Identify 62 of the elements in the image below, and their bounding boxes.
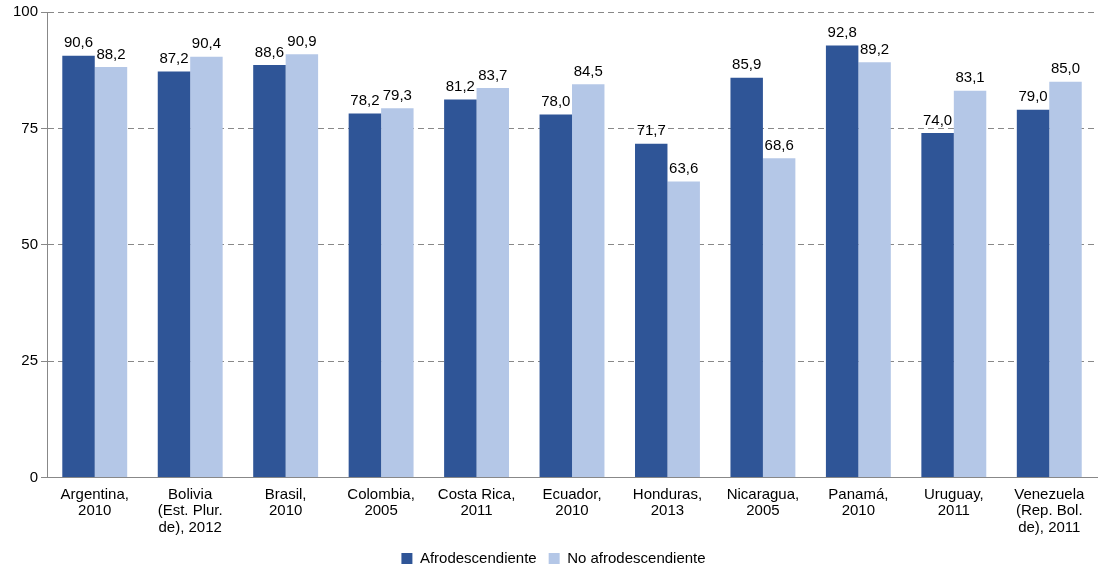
y-tick-label: 75 [21, 118, 39, 136]
bar [190, 56, 223, 477]
x-tick-label: Brasil, 2010 [264, 484, 307, 519]
x-tick-label: Venezuela (Rep. Bol. de), 2011 [1014, 484, 1085, 535]
bar [253, 65, 286, 477]
legend-label: Afrodescendiente [419, 548, 537, 566]
bar [667, 181, 700, 477]
y-tick-label: 25 [21, 351, 39, 369]
x-tick-label: Uruguay, 2011 [923, 484, 984, 519]
data-label: 78,2 [350, 91, 380, 109]
y-tick-label: 0 [29, 467, 39, 485]
data-label: 88,2 [96, 44, 126, 62]
bar [157, 71, 191, 477]
bar [381, 108, 414, 477]
data-label: 68,6 [764, 135, 794, 153]
data-label: 88,6 [254, 42, 285, 60]
data-label: 84,5 [573, 61, 603, 79]
bar [635, 143, 668, 477]
data-label: 92,8 [827, 23, 857, 41]
bar [762, 158, 796, 477]
bar [953, 90, 987, 477]
bar [1016, 109, 1050, 477]
data-label: 90,4 [191, 34, 222, 52]
data-label: 79,3 [382, 86, 412, 103]
y-tick-label: 100 [13, 2, 39, 20]
bar [921, 133, 954, 477]
data-label: 63,6 [669, 159, 699, 177]
data-label: 87,2 [159, 49, 189, 67]
bar [825, 45, 859, 477]
bar [539, 114, 573, 477]
data-label: 85,0 [1050, 59, 1081, 77]
data-label: 71,7 [636, 121, 666, 139]
bar [62, 55, 95, 477]
legend-label: No afrodescendiente [567, 548, 706, 566]
x-tick-label: Nicaragua, 2005 [726, 484, 800, 519]
x-tick-label: Costa Rica, 2011 [437, 484, 516, 519]
data-label: 78,0 [541, 92, 571, 110]
x-tick-label: Ecuador, 2010 [542, 484, 602, 519]
bar [1049, 81, 1082, 477]
data-label: 83,7 [478, 65, 508, 83]
bar [730, 77, 763, 477]
bar [572, 84, 605, 477]
data-label: 83,1 [955, 68, 985, 86]
data-label: 90,9 [287, 32, 317, 49]
data-label: 81,2 [445, 77, 475, 95]
y-tick-label: 50 [21, 234, 39, 252]
x-tick-label: Panamá, 2010 [828, 484, 889, 519]
bar [858, 62, 891, 477]
data-label: 79,0 [1018, 87, 1048, 105]
bar [476, 87, 510, 477]
x-tick-label: Honduras, 2013 [632, 484, 703, 519]
x-tick-label: Argentina, 2010 [60, 484, 129, 519]
data-label: 89,2 [860, 39, 890, 57]
x-tick-label: Bolivia (Est. Plur. de), 2012 [157, 484, 223, 535]
data-label: 74,0 [922, 110, 953, 128]
data-label: 85,9 [732, 55, 762, 73]
x-tick-label: Colombia, 2005 [347, 484, 415, 519]
bar [94, 66, 128, 477]
data-label: 90,6 [63, 33, 94, 51]
bar [444, 99, 477, 477]
bar [348, 113, 382, 477]
bar [285, 54, 319, 477]
